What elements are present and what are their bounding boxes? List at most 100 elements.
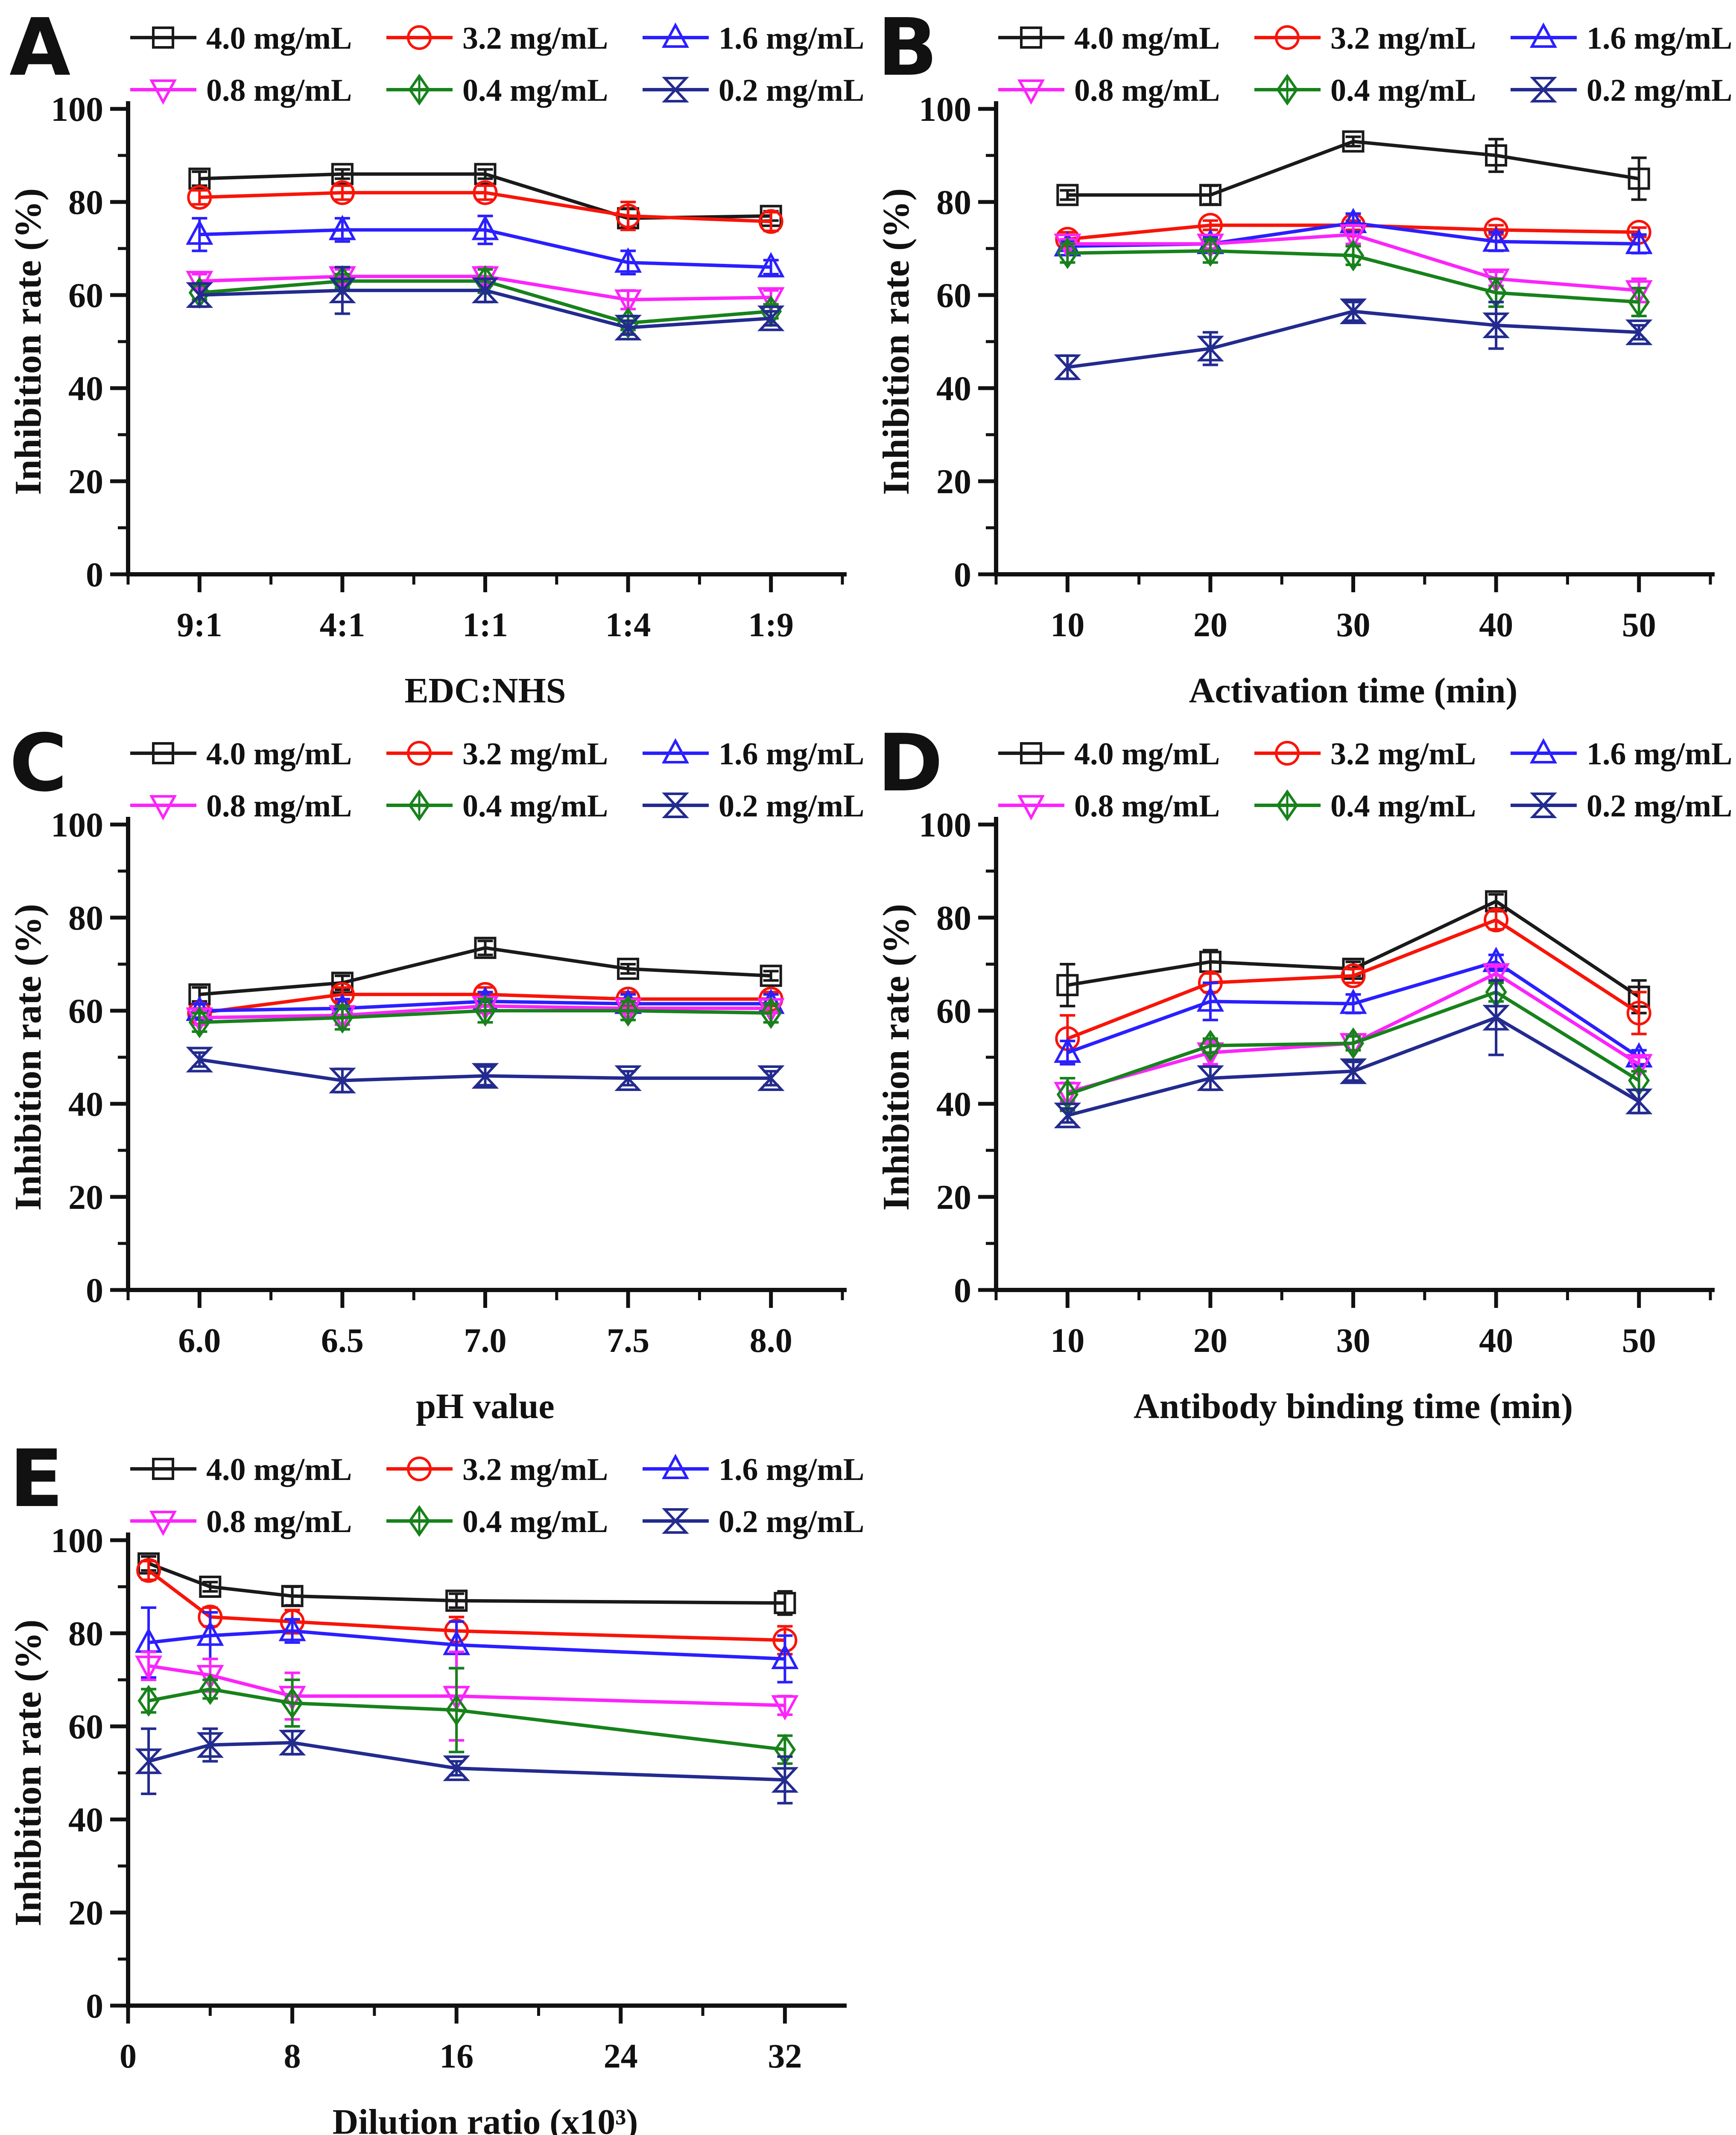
legend-item-1-6-mg-ml: 1.6 mg/mL [643,1452,864,1487]
legend-label: 0.4 mg/mL [462,1504,608,1539]
legend-label: 0.2 mg/mL [719,789,864,824]
series-1-6-mg-ml [186,214,785,278]
crossed-hourglass-icon [1625,1088,1653,1114]
legend-item-4-0-mg-ml: 4.0 mg/mL [130,21,352,56]
y-tick-label: 40 [68,1800,103,1839]
open-square-icon [1628,167,1650,190]
x-tick-label: 24 [604,2038,638,2075]
y-axis-title: Inhibition rate (%) [876,904,917,1211]
y-tick-label: 100 [51,90,103,129]
panel-a-chart: A 4.0 mg/mL 3.2 mg/mL 1.6 mg/mL 0.8 mg/mL 0.4… [8,1,864,711]
open-diamond-icon [331,1002,354,1034]
open-square-icon [1485,144,1508,167]
open-triangle-down-icon [614,289,642,315]
x-tick-label: 8.0 [750,1322,792,1360]
open-circle-icon [758,209,783,234]
legend-label: 4.0 mg/mL [206,737,352,772]
legend-item-0-4-mg-ml: 0.4 mg/mL [386,73,608,108]
legend-label: 3.2 mg/mL [462,737,608,772]
legend-item-1-6-mg-ml: 1.6 mg/mL [643,21,864,56]
panel-c: C 4.0 mg/mL 3.2 mg/mL 1.6 mg/mL 0.8 mg/mL 0.4… [0,716,868,1431]
legend-label: 4.0 mg/mL [1074,737,1220,772]
x-tick-label: 9:1 [177,606,222,644]
open-triangle-up-icon [328,215,356,240]
legend-label: 3.2 mg/mL [1330,21,1476,56]
open-square-icon [474,163,497,185]
legend-label: 0.2 mg/mL [719,1504,864,1539]
y-tick-label: 80 [68,898,103,937]
open-circle-icon [187,185,212,210]
legend-item-3-2-mg-ml: 3.2 mg/mL [1254,21,1476,56]
x-tick-label: 16 [439,2038,473,2075]
open-diamond-icon [474,994,497,1027]
x-axis-title: Dilution ratio (x10³) [333,2102,638,2135]
legend-label: 1.6 mg/mL [1587,737,1732,772]
crossed-hourglass-icon [471,278,499,304]
open-circle-icon [1275,741,1300,766]
legend-item-4-0-mg-ml: 4.0 mg/mL [998,737,1220,772]
open-triangle-up-icon [771,1644,799,1669]
crossed-hourglass-icon [662,793,689,818]
y-tick-label: 20 [936,1178,971,1217]
legend-label: 0.8 mg/mL [1074,789,1220,824]
crossed-hourglass-icon [1482,1005,1510,1031]
legend-label: 3.2 mg/mL [1330,737,1476,772]
x-tick-label: 0 [120,2038,137,2075]
y-tick-label: 0 [86,1271,103,1310]
legend-item-1-6-mg-ml: 1.6 mg/mL [1511,21,1732,56]
crossed-hourglass-icon [614,315,642,341]
legend-label: 0.4 mg/mL [1330,73,1476,108]
crossed-hourglass-icon [186,282,213,308]
legend-label: 0.8 mg/mL [1074,73,1220,108]
legend-label: 0.2 mg/mL [1587,789,1732,824]
open-triangle-up-icon [661,738,690,763]
legend-item-0-2-mg-ml: 0.2 mg/mL [643,1504,864,1539]
y-tick-label: 20 [68,462,103,501]
legend-item-0-2-mg-ml: 0.2 mg/mL [1511,73,1732,108]
y-tick-label: 0 [954,555,971,594]
x-axis-title: EDC:NHS [404,671,566,711]
y-tick-label: 100 [51,1521,103,1560]
open-diamond-icon [188,1006,210,1038]
open-triangle-up-icon [757,252,785,278]
x-tick-label: 1:4 [605,606,651,644]
x-tick-label: 7.0 [464,1322,507,1360]
series-line [148,1664,785,1707]
open-circle-icon [407,741,432,766]
open-diamond-icon [408,73,430,106]
open-square-icon [331,163,354,185]
open-circle-icon [1484,907,1509,933]
legend-item-3-2-mg-ml: 3.2 mg/mL [386,21,608,56]
x-tick-label: 20 [1193,1322,1227,1360]
x-tick-label: 40 [1479,1322,1513,1360]
crossed-hourglass-icon [771,1767,799,1793]
legend-item-0-4-mg-ml: 0.4 mg/mL [1254,789,1476,824]
crossed-hourglass-icon [1054,354,1081,380]
panel-d: D 4.0 mg/mL 3.2 mg/mL 1.6 mg/mL 0.8 mg/mL 0.4… [868,716,1736,1431]
series-0-4-mg-ml [1056,235,1650,318]
y-axis-title: Inhibition rate (%) [8,188,49,495]
legend-label: 4.0 mg/mL [206,1452,352,1487]
x-tick-label: 6.0 [178,1322,221,1360]
open-circle-icon [136,1558,161,1583]
crossed-hourglass-icon [329,1068,356,1094]
open-square-icon [1020,26,1042,49]
open-square-icon [445,1589,468,1612]
open-square-icon [617,957,640,980]
open-triangle-down-icon [1625,1054,1653,1079]
legend-item-1-6-mg-ml: 1.6 mg/mL [1511,737,1732,772]
legend-label: 4.0 mg/mL [206,21,352,56]
legend-item-0-8-mg-ml: 0.8 mg/mL [998,789,1220,824]
open-diamond-icon [408,1505,430,1537]
crossed-hourglass-icon [1054,1103,1081,1129]
open-triangle-up-icon [196,1620,224,1646]
open-square-icon [1199,184,1222,206]
open-diamond-icon [1342,1027,1365,1059]
series-line [1067,960,1640,1059]
series-4-0-mg-ml [1056,130,1650,206]
open-triangle-up-icon [614,247,642,273]
legend-item-1-6-mg-ml: 1.6 mg/mL [643,737,864,772]
open-triangle-down-icon [1625,280,1653,306]
open-circle-icon [330,180,355,205]
x-tick-label: 50 [1622,606,1656,644]
